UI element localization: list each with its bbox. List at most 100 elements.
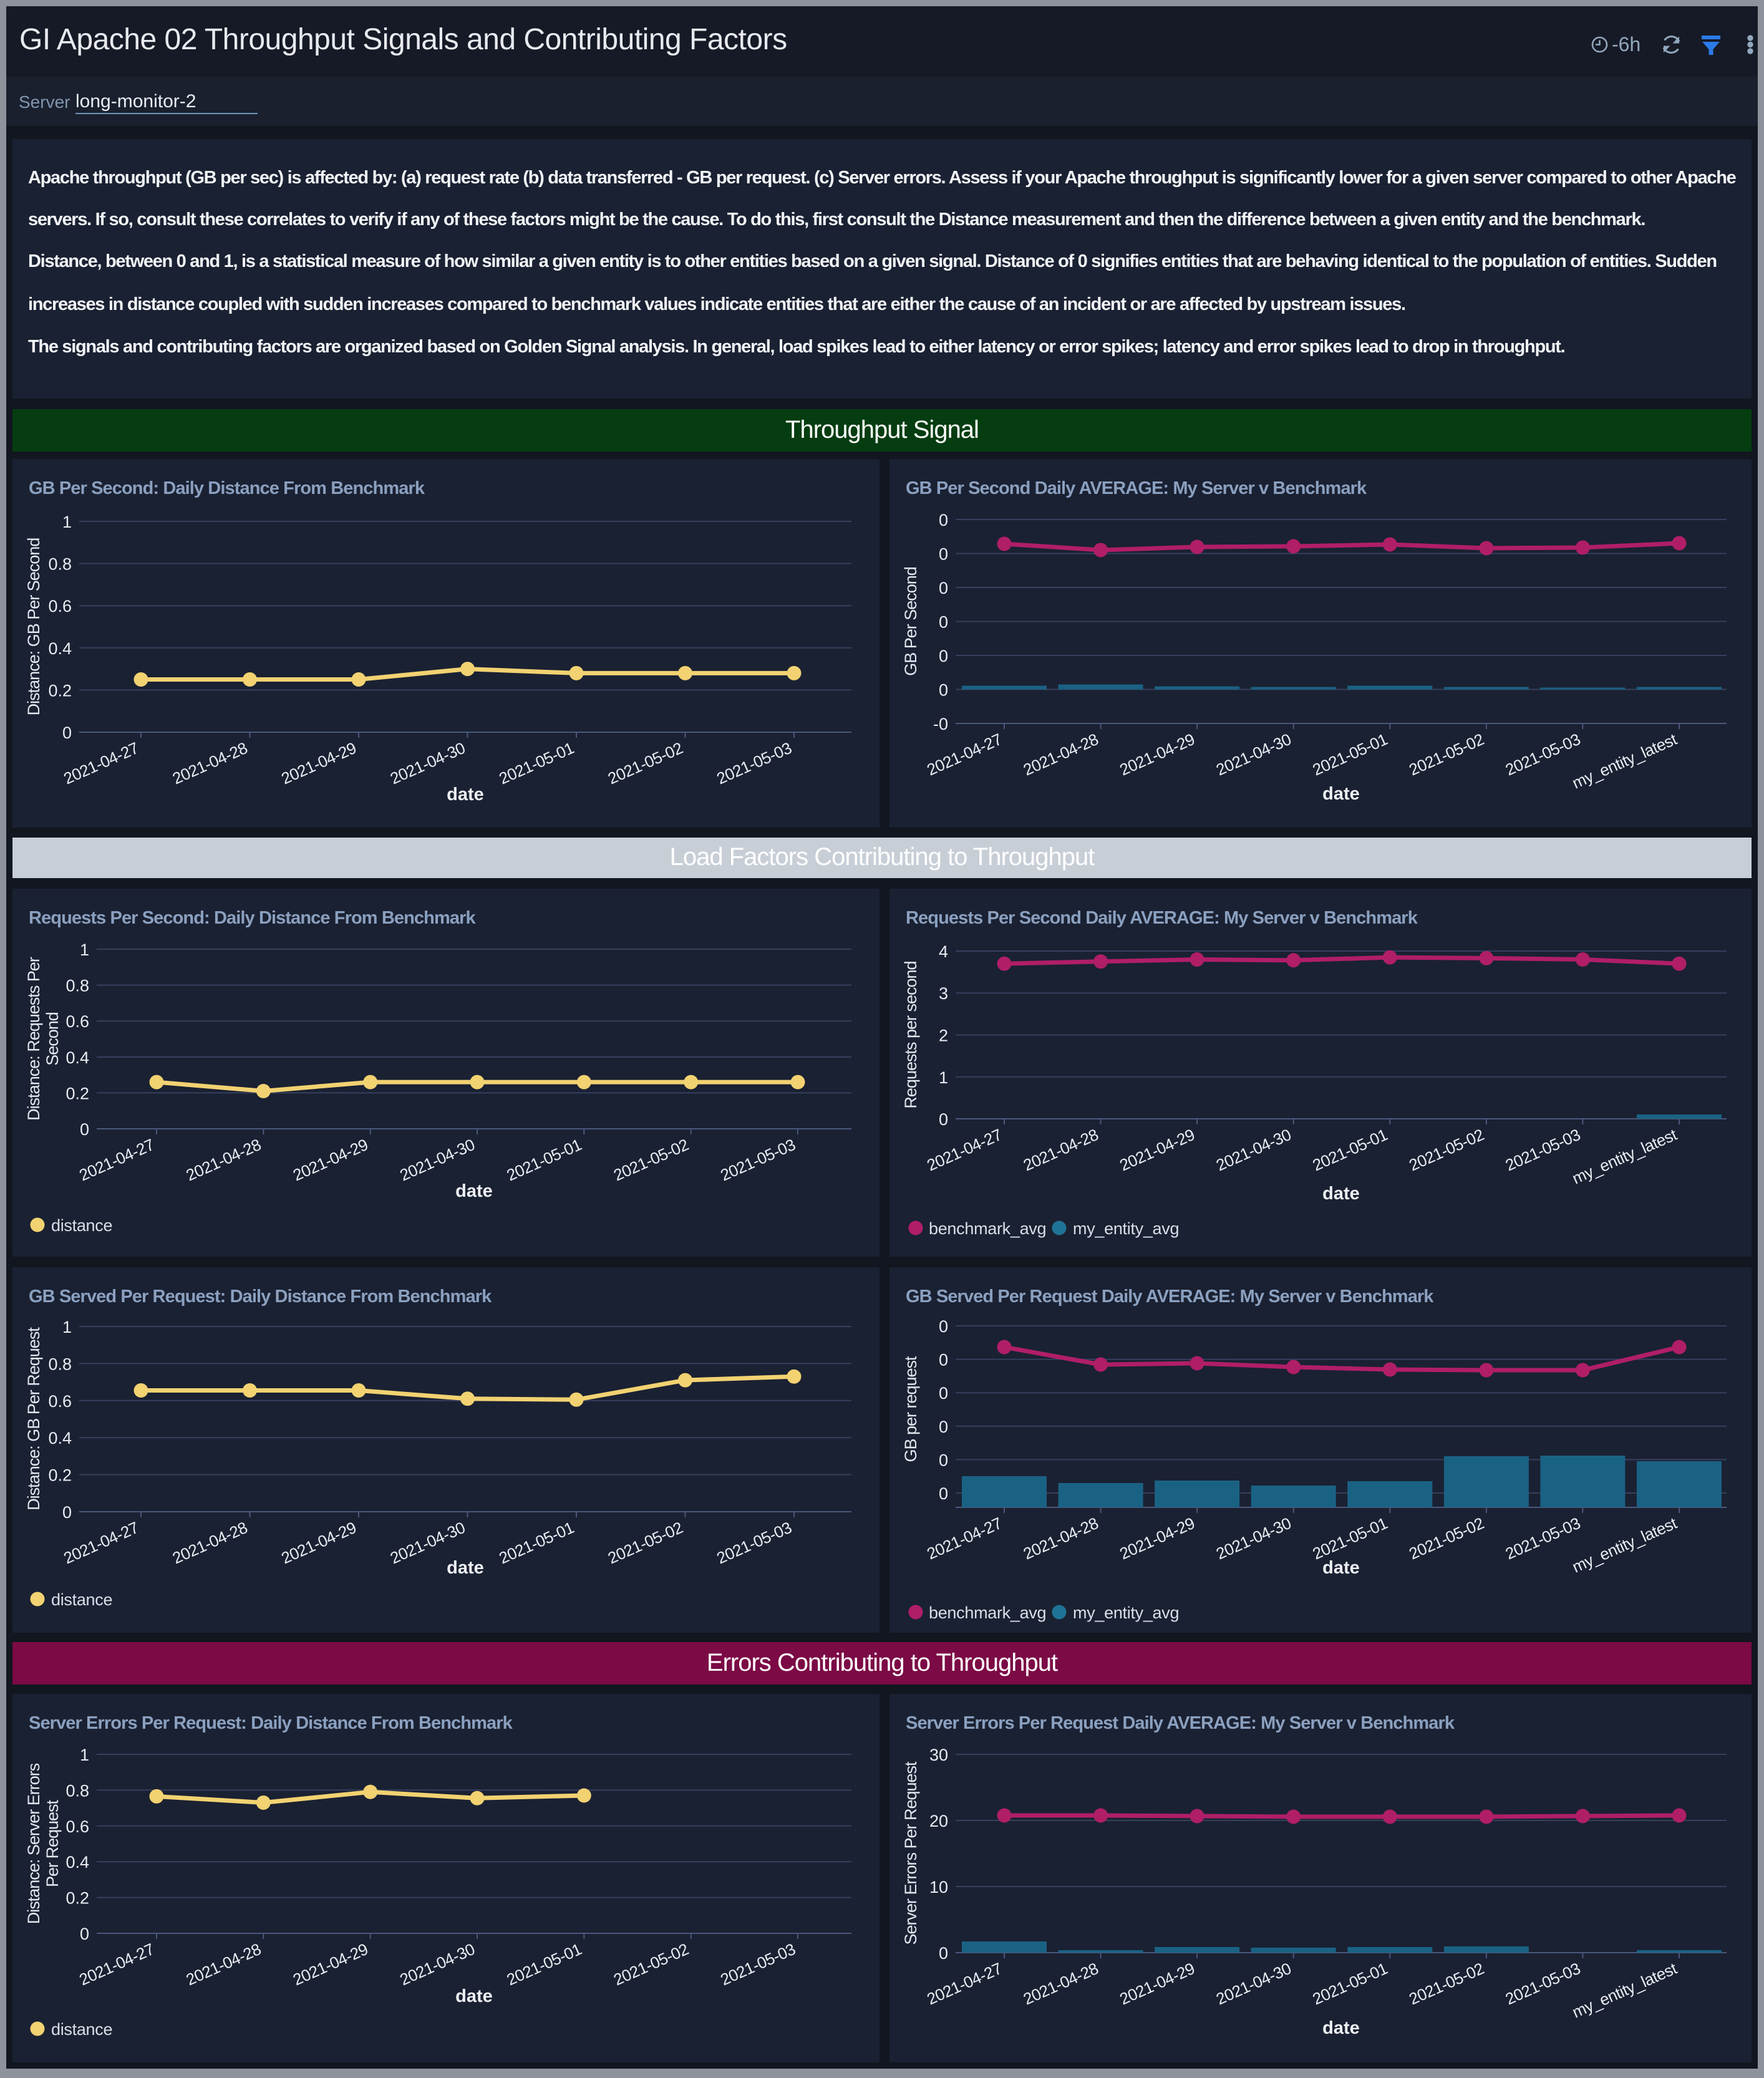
svg-text:2021-04-27: 2021-04-27 bbox=[924, 1514, 1004, 1563]
svg-text:-6h: -6h bbox=[1612, 33, 1640, 56]
svg-text:2021-05-01: 2021-05-01 bbox=[504, 1940, 584, 1989]
svg-text:2021-04-27: 2021-04-27 bbox=[924, 730, 1004, 779]
svg-text:2021-04-30: 2021-04-30 bbox=[397, 1135, 477, 1184]
svg-text:Requests per second: Requests per second bbox=[901, 961, 920, 1108]
svg-text:0: 0 bbox=[62, 1503, 72, 1522]
svg-text:2021-04-30: 2021-04-30 bbox=[397, 1940, 477, 1989]
svg-text:Requests Per Second Daily AVER: Requests Per Second Daily AVERAGE: My Se… bbox=[906, 908, 1418, 928]
svg-text:my_entity_avg: my_entity_avg bbox=[1073, 1219, 1179, 1238]
svg-text:GB Served Per Request Daily AV: GB Served Per Request Daily AVERAGE: My … bbox=[906, 1287, 1434, 1307]
svg-text:Distance: GB Per Request: Distance: GB Per Request bbox=[24, 1327, 43, 1510]
svg-text:0: 0 bbox=[939, 1317, 948, 1336]
svg-text:2021-04-29: 2021-04-29 bbox=[278, 1518, 359, 1567]
svg-text:GB per request: GB per request bbox=[901, 1356, 920, 1462]
svg-text:0: 0 bbox=[939, 681, 948, 700]
svg-text:0.8: 0.8 bbox=[65, 1781, 89, 1800]
svg-text:0.6: 0.6 bbox=[65, 1817, 89, 1836]
svg-text:2021-05-01: 2021-05-01 bbox=[496, 738, 576, 788]
svg-text:2021-04-28: 2021-04-28 bbox=[1020, 1959, 1101, 2008]
svg-text:0: 0 bbox=[939, 613, 948, 632]
svg-text:0: 0 bbox=[939, 1384, 948, 1403]
svg-text:0.8: 0.8 bbox=[48, 555, 72, 574]
svg-text:0.2: 0.2 bbox=[65, 1084, 89, 1103]
svg-text:0.4: 0.4 bbox=[65, 1048, 89, 1067]
svg-text:0: 0 bbox=[62, 723, 72, 742]
svg-text:Server Errors Per Request Dail: Server Errors Per Request Daily AVERAGE:… bbox=[906, 1713, 1455, 1733]
svg-text:benchmark_avg: benchmark_avg bbox=[929, 1219, 1046, 1238]
svg-text:1: 1 bbox=[62, 513, 72, 531]
svg-text:0.4: 0.4 bbox=[65, 1853, 89, 1872]
svg-text:2021-05-02: 2021-05-02 bbox=[1406, 1514, 1486, 1563]
svg-text:GB Per Second Daily AVERAGE: M: GB Per Second Daily AVERAGE: My Server v… bbox=[906, 478, 1367, 498]
svg-text:2021-04-29: 2021-04-29 bbox=[290, 1940, 371, 1989]
svg-text:date: date bbox=[447, 785, 484, 805]
svg-text:2021-04-27: 2021-04-27 bbox=[76, 1940, 157, 1989]
svg-text:2021-05-03: 2021-05-03 bbox=[1503, 1514, 1583, 1563]
svg-text:2021-05-02: 2021-05-02 bbox=[605, 738, 686, 788]
svg-text:Server Errors Per Request: Dai: Server Errors Per Request: Daily Distanc… bbox=[29, 1713, 513, 1733]
svg-text:2021-05-01: 2021-05-01 bbox=[496, 1518, 576, 1567]
svg-text:date: date bbox=[455, 1986, 493, 2006]
svg-text:0.2: 0.2 bbox=[48, 1466, 72, 1485]
svg-text:-0: -0 bbox=[933, 715, 948, 733]
svg-text:2021-05-03: 2021-05-03 bbox=[714, 1518, 794, 1567]
svg-text:2021-04-29: 2021-04-29 bbox=[1117, 1959, 1197, 2008]
svg-text:2: 2 bbox=[939, 1027, 948, 1045]
svg-text:2021-04-28: 2021-04-28 bbox=[183, 1940, 264, 1989]
svg-text:2021-04-30: 2021-04-30 bbox=[387, 738, 468, 788]
svg-text:0: 0 bbox=[939, 1418, 948, 1436]
svg-text:GB Served Per Request: Daily D: GB Served Per Request: Daily Distance Fr… bbox=[29, 1287, 492, 1307]
svg-text:2021-04-28: 2021-04-28 bbox=[1020, 1125, 1101, 1174]
svg-text:1: 1 bbox=[62, 1318, 72, 1336]
svg-text:distance: distance bbox=[51, 1216, 112, 1235]
svg-text:2021-04-28: 2021-04-28 bbox=[183, 1135, 264, 1184]
svg-text:2021-04-27: 2021-04-27 bbox=[924, 1959, 1004, 2008]
svg-text:0.2: 0.2 bbox=[65, 1889, 89, 1908]
svg-text:1: 1 bbox=[80, 1746, 89, 1764]
svg-text:2021-05-02: 2021-05-02 bbox=[611, 1135, 691, 1184]
svg-text:0: 0 bbox=[80, 1925, 89, 1943]
svg-text:Distance: Requests Per: Distance: Requests Per bbox=[24, 957, 43, 1121]
svg-text:Requests Per Second: Daily Dis: Requests Per Second: Daily Distance From… bbox=[29, 908, 476, 928]
svg-text:2021-05-01: 2021-05-01 bbox=[1310, 1514, 1390, 1563]
svg-text:0.4: 0.4 bbox=[48, 639, 72, 658]
svg-text:0: 0 bbox=[939, 1451, 948, 1469]
svg-text:2021-04-27: 2021-04-27 bbox=[61, 1518, 141, 1567]
svg-text:2021-04-29: 2021-04-29 bbox=[1117, 1514, 1197, 1563]
svg-text:0.2: 0.2 bbox=[48, 681, 72, 700]
svg-text:date: date bbox=[1322, 784, 1360, 804]
svg-text:3: 3 bbox=[939, 984, 948, 1003]
svg-text:0: 0 bbox=[939, 1110, 948, 1129]
svg-text:2021-04-29: 2021-04-29 bbox=[278, 738, 359, 788]
svg-text:1: 1 bbox=[939, 1068, 948, 1087]
svg-text:my_entity_latest: my_entity_latest bbox=[1569, 1125, 1680, 1188]
svg-text:0: 0 bbox=[939, 545, 948, 564]
svg-text:2021-05-03: 2021-05-03 bbox=[714, 738, 794, 788]
svg-text:20: 20 bbox=[929, 1812, 948, 1830]
svg-text:my_entity_latest: my_entity_latest bbox=[1569, 730, 1680, 793]
svg-text:2021-04-29: 2021-04-29 bbox=[1117, 1125, 1197, 1174]
svg-text:my_entity_avg: my_entity_avg bbox=[1073, 1603, 1179, 1622]
svg-text:date: date bbox=[1322, 1558, 1360, 1578]
svg-text:2021-05-02: 2021-05-02 bbox=[1406, 1959, 1486, 2008]
svg-text:2021-05-02: 2021-05-02 bbox=[611, 1940, 691, 1989]
svg-text:2021-04-29: 2021-04-29 bbox=[290, 1135, 371, 1184]
svg-text:0: 0 bbox=[939, 511, 948, 529]
svg-text:0.8: 0.8 bbox=[65, 977, 89, 995]
svg-text:2021-04-28: 2021-04-28 bbox=[1020, 730, 1101, 779]
svg-text:2021-05-02: 2021-05-02 bbox=[1406, 1125, 1486, 1174]
svg-text:2021-04-27: 2021-04-27 bbox=[76, 1135, 157, 1184]
svg-text:2021-04-28: 2021-04-28 bbox=[1020, 1514, 1101, 1563]
svg-text:date: date bbox=[1322, 1184, 1360, 1204]
svg-text:0: 0 bbox=[939, 1484, 948, 1503]
svg-text:2021-05-01: 2021-05-01 bbox=[504, 1135, 584, 1184]
svg-text:Distance: Server Errors: Distance: Server Errors bbox=[24, 1763, 43, 1924]
svg-text:2021-04-27: 2021-04-27 bbox=[61, 738, 141, 788]
svg-text:0.6: 0.6 bbox=[48, 1392, 72, 1411]
svg-text:date: date bbox=[455, 1181, 493, 1201]
svg-text:2021-05-02: 2021-05-02 bbox=[605, 1518, 686, 1567]
svg-text:my_entity_latest: my_entity_latest bbox=[1569, 1514, 1680, 1577]
svg-text:distance: distance bbox=[51, 1590, 112, 1609]
svg-text:date: date bbox=[1322, 2018, 1360, 2038]
svg-text:Distance: GB Per Second: Distance: GB Per Second bbox=[24, 538, 43, 716]
